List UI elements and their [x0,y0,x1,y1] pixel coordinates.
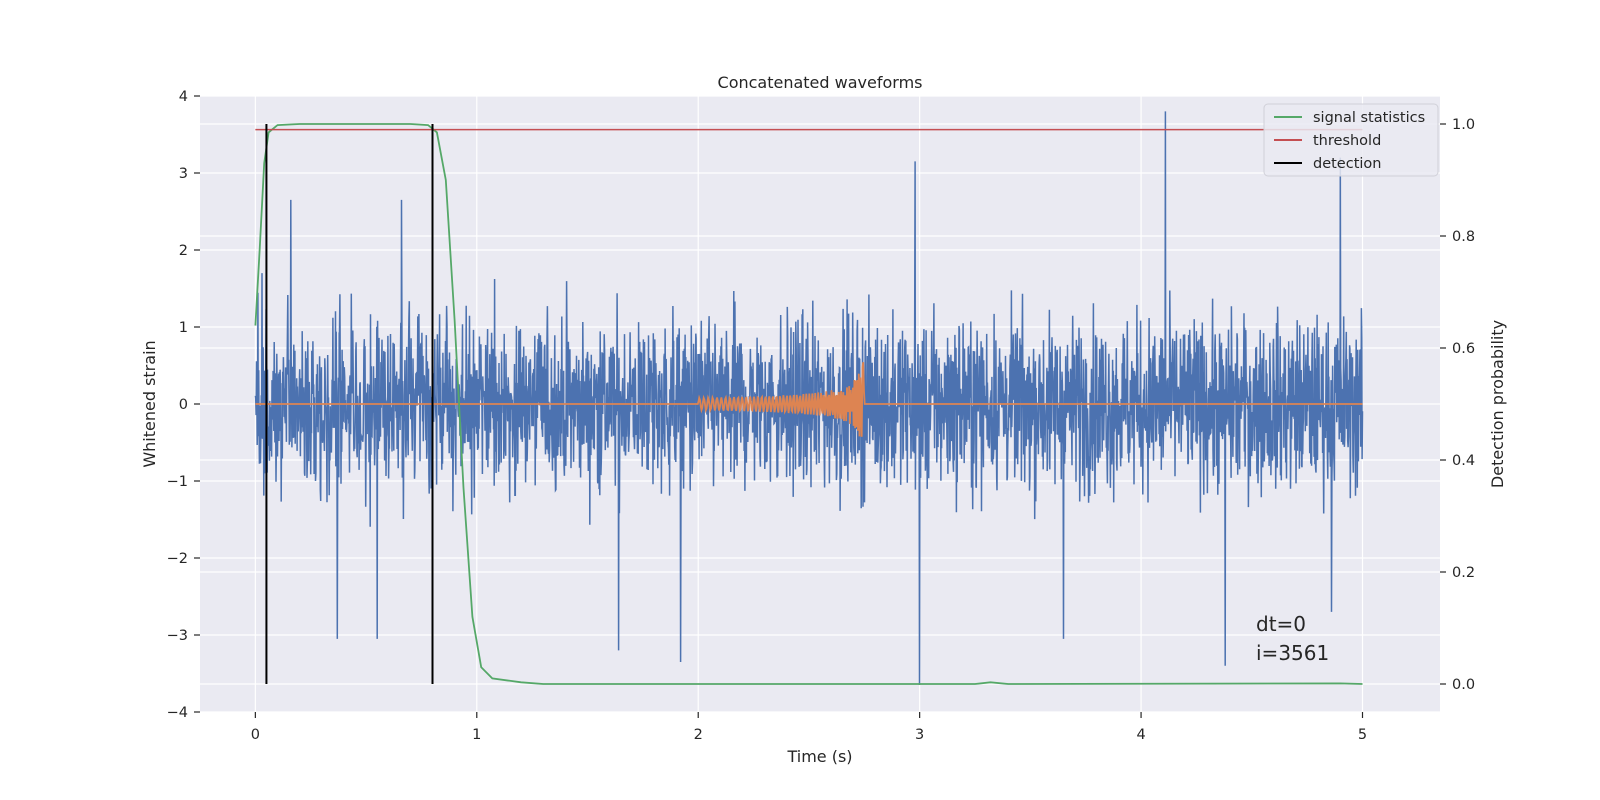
legend-label-signal-statistics: signal statistics [1313,110,1425,126]
x-tick-label: 2 [694,727,703,743]
x-tick-label: 3 [915,727,924,743]
x-ticks: 0 1 2 3 4 5 [251,712,1367,743]
strain-noise-line [254,111,1364,686]
y-tick-label: −3 [167,628,188,644]
y-tick-label: −4 [167,705,188,721]
signal-statistics-line [254,123,1363,685]
detection-lines [265,124,434,684]
y-tick-label: 3 [179,166,188,182]
x-tick-label: 0 [251,727,260,743]
y2-tick-label: 1.0 [1452,117,1475,133]
y2-tick-label: 0.4 [1452,453,1475,469]
x-tick-label: 1 [472,727,481,743]
chart-title: Concatenated waveforms [718,73,923,92]
y-tick-label: −2 [167,551,188,567]
y-axis-label: Whitened strain [140,340,159,467]
y-tick-label: −1 [167,474,188,490]
legend-label-threshold: threshold [1313,133,1381,149]
y-ticks: −4 −3 −2 −1 0 1 2 3 4 [167,89,200,721]
x-axis-label: Time (s) [786,747,852,766]
legend-box [1263,103,1439,177]
y2-tick-label: 0.0 [1452,677,1475,693]
y2-tick-label: 0.2 [1452,565,1475,581]
legend: signal statistics threshold detection [1263,103,1439,177]
y2-tick-label: 0.8 [1452,229,1475,245]
legend-label-detection: detection [1313,156,1381,172]
annotation-index: i=3561 [1256,641,1329,665]
annotation-dt: dt=0 [1256,612,1306,636]
injected-signal-line [255,362,1363,437]
y-tick-label: 1 [179,320,188,336]
y-tick-label: 2 [179,243,188,259]
x-tick-label: 4 [1136,727,1145,743]
y2-ticks: 0.0 0.2 0.4 0.6 0.8 1.0 [1440,117,1475,693]
y2-axis-label: Detection probability [1488,320,1507,488]
y-tick-label: 0 [179,397,188,413]
y-tick-label: 4 [179,89,188,105]
x-tick-label: 5 [1358,727,1367,743]
y2-tick-label: 0.6 [1452,341,1475,357]
